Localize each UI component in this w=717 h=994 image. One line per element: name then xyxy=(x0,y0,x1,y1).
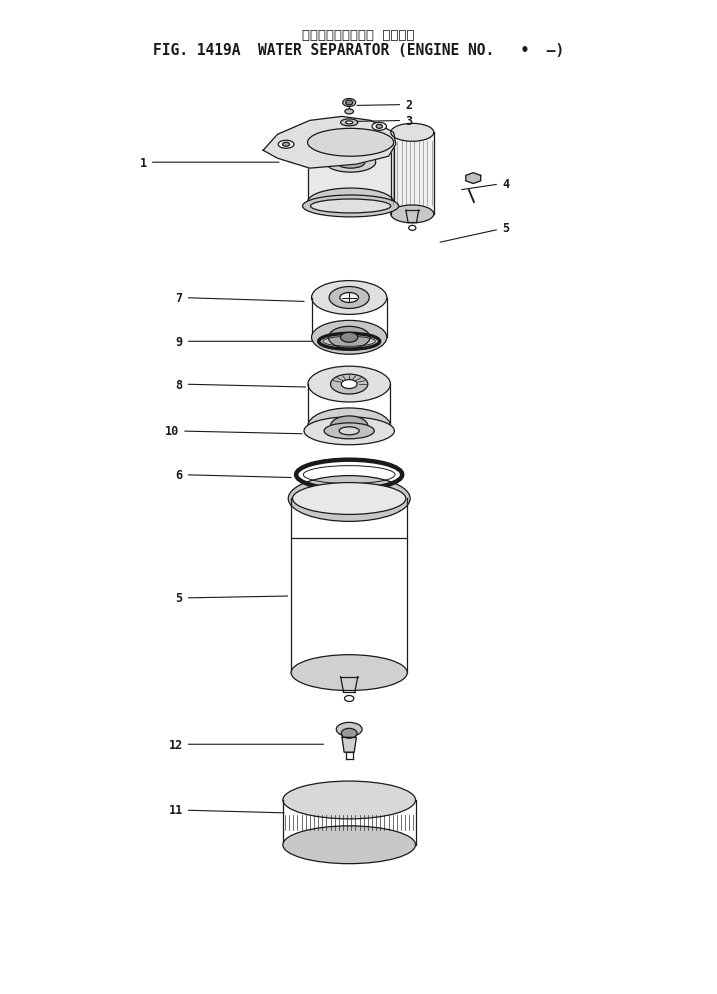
Ellipse shape xyxy=(341,120,358,126)
Ellipse shape xyxy=(339,427,359,435)
Text: 10: 10 xyxy=(165,424,302,438)
Ellipse shape xyxy=(308,367,390,403)
Polygon shape xyxy=(342,738,356,752)
Ellipse shape xyxy=(288,476,410,522)
Text: 4: 4 xyxy=(462,177,509,191)
Text: 12: 12 xyxy=(168,738,323,751)
Text: 8: 8 xyxy=(176,378,305,392)
Ellipse shape xyxy=(326,153,376,173)
Ellipse shape xyxy=(282,826,415,864)
Ellipse shape xyxy=(331,375,368,395)
Polygon shape xyxy=(263,117,396,169)
Polygon shape xyxy=(308,143,394,203)
Text: 1: 1 xyxy=(140,156,279,170)
Ellipse shape xyxy=(372,123,386,131)
Ellipse shape xyxy=(341,381,357,389)
Ellipse shape xyxy=(329,287,369,309)
Ellipse shape xyxy=(345,110,353,114)
Ellipse shape xyxy=(282,143,290,147)
Ellipse shape xyxy=(391,124,434,142)
Ellipse shape xyxy=(345,140,356,146)
Ellipse shape xyxy=(409,227,416,231)
Text: 3: 3 xyxy=(357,114,412,128)
Ellipse shape xyxy=(376,125,383,129)
Ellipse shape xyxy=(336,157,365,169)
Ellipse shape xyxy=(291,655,407,691)
Ellipse shape xyxy=(346,101,353,106)
Text: 7: 7 xyxy=(176,291,304,305)
Ellipse shape xyxy=(341,333,358,343)
Ellipse shape xyxy=(336,723,362,737)
Ellipse shape xyxy=(308,129,394,157)
Polygon shape xyxy=(466,174,480,184)
Polygon shape xyxy=(391,133,434,215)
Text: 9: 9 xyxy=(176,335,313,349)
Ellipse shape xyxy=(331,416,368,436)
Ellipse shape xyxy=(311,281,386,315)
Ellipse shape xyxy=(293,483,406,515)
Ellipse shape xyxy=(343,99,356,107)
Text: 6: 6 xyxy=(176,468,291,482)
Ellipse shape xyxy=(308,129,394,157)
Text: 5: 5 xyxy=(440,222,509,243)
Ellipse shape xyxy=(346,122,353,124)
Text: 2: 2 xyxy=(357,98,412,112)
Ellipse shape xyxy=(324,423,374,439)
Text: 11: 11 xyxy=(168,803,284,817)
Ellipse shape xyxy=(344,696,353,702)
Ellipse shape xyxy=(311,321,386,355)
Ellipse shape xyxy=(282,781,415,819)
Ellipse shape xyxy=(304,417,394,445)
Ellipse shape xyxy=(310,200,391,214)
Text: ウォータセパレータ  適用号機: ウォータセパレータ 適用号機 xyxy=(303,29,414,43)
Ellipse shape xyxy=(308,409,390,444)
Ellipse shape xyxy=(278,141,294,149)
Ellipse shape xyxy=(303,196,399,218)
Text: FIG. 1419A  WATER SEPARATOR (ENGINE NO.   •  ―): FIG. 1419A WATER SEPARATOR (ENGINE NO. •… xyxy=(153,43,564,59)
Ellipse shape xyxy=(340,293,358,303)
Ellipse shape xyxy=(391,206,434,224)
Text: 5: 5 xyxy=(176,591,288,605)
Ellipse shape xyxy=(341,729,357,739)
Ellipse shape xyxy=(308,189,394,217)
Ellipse shape xyxy=(328,327,370,349)
